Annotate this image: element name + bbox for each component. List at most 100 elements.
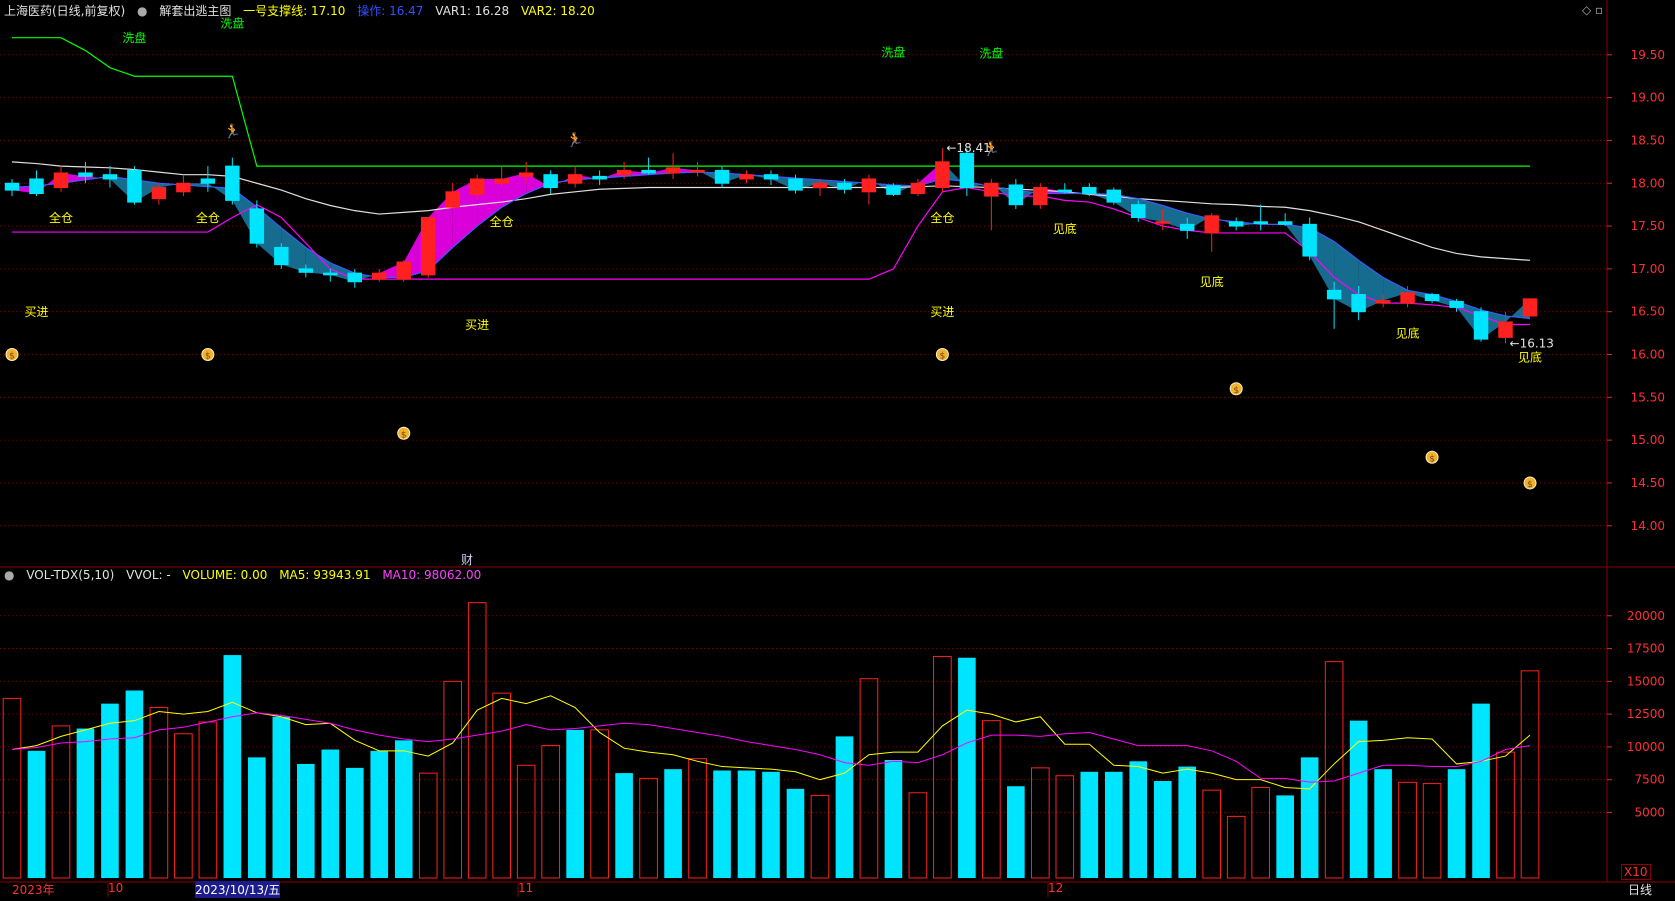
candle-body [984,182,999,197]
money-bag-icon [397,426,411,440]
volume-bar-down [762,771,780,878]
volume-bar-down [223,655,242,878]
volume-bar-up [198,721,218,879]
signal-label: 见底 [1396,325,1420,340]
main-header: 上海医药(日线,前复权) ● 解套出逃主图 一号支撑线: 17.10 操作: 1… [4,2,603,19]
volume-bar-up [1031,767,1050,879]
signal-label: 全仓 [49,210,73,225]
signal-label: 买进 [930,305,954,319]
volume-bar-up [1422,783,1442,879]
volume-bar-up [982,720,1001,879]
signal-label: 全仓 [930,210,954,225]
candle-body [396,261,411,280]
runner-icon: 🏃 [983,140,1000,157]
candle-body [910,182,926,195]
volume-bar-down [615,773,633,878]
candle-body [347,272,363,283]
volume-bar-down [1276,795,1294,878]
volume-bar-down [125,690,144,878]
window-controls[interactable]: ◇ ▫ [1582,3,1604,17]
volume-bar-down [1080,771,1099,878]
signal-label: 买进 [465,318,489,332]
volume-bar-up [541,745,560,879]
volume-bar-up [1496,751,1515,879]
price-tick-label: 17.50 [1631,219,1665,233]
volume-bar-up [639,777,658,879]
candle-body [665,167,681,174]
candle-body [249,208,265,244]
volume-bar-down [786,788,805,878]
volume-bar-up [908,792,928,879]
volume-bar-down [737,770,756,878]
money-bag-glyph: $ [940,352,946,362]
volume-ma10-line [11,712,1531,783]
volume-value: VOLUME: 0.00 [182,568,268,582]
money-bag-glyph: $ [1233,386,1239,396]
candle-body [1008,184,1024,206]
volume-bar-up [590,729,609,879]
volume-bar-down [1374,769,1392,878]
finance-marker[interactable]: 财 [461,553,474,567]
volume-header: ● VOL-TDX(5,10) VVOL: - VOLUME: 0.00 MA5… [4,568,489,582]
candle-body [861,178,877,193]
price-tick-label: 18.50 [1631,133,1665,147]
candle-body [298,268,314,273]
candle-body [323,272,338,276]
volume-bar-down [1472,703,1490,878]
volume-bar-up [149,707,169,879]
candle-body [1253,221,1268,224]
candle-body [1400,292,1415,304]
ma-white-line [11,161,1531,261]
volume-bar-up [51,725,71,879]
vol-name[interactable]: VOL-TDX(5,10) [26,568,115,582]
indicator-name[interactable]: 解套出逃主图 [159,4,232,18]
money-bag-glyph: $ [205,352,211,362]
candle-body [127,169,142,203]
money-bag-icon [5,348,19,361]
support-value: 一号支撑线: 17.10 [243,4,346,18]
dropdown-icon[interactable]: ● [137,4,148,18]
price-extreme-label: ←18.41 [946,141,990,155]
candle-body [1033,187,1048,206]
period-label[interactable]: 日线 [1628,883,1653,897]
candle-body [788,178,803,191]
stock-title[interactable]: 上海医药(日线,前复权) [4,4,126,18]
candle-body [1522,298,1538,317]
runner-icon: 🏃 [224,123,241,140]
money-bag-icon [1229,382,1243,396]
ma10-value: MA10: 98062.00 [382,568,482,582]
ribbon-down [868,178,894,195]
volume-bar-down [884,760,903,878]
price-tick-label: 15.50 [1631,390,1665,404]
signal-label: 洗盘 [220,15,244,30]
vol-dropdown-icon[interactable]: ● [4,568,15,582]
candle-body [763,174,779,180]
price-tick-label: 17.00 [1631,262,1665,276]
volume-bar-down [248,757,266,878]
volume-bar-down [1007,786,1025,878]
zoom-label[interactable]: X10 [1621,864,1651,880]
volume-bar-down [1349,720,1368,878]
money-bag-icon [1425,450,1439,464]
candle-body [1302,223,1317,257]
price-extreme-label: ←16.13 [1510,336,1554,350]
volume-bar-down [566,729,584,878]
vvol-value: VVOL: - [126,568,171,582]
candle-body [4,182,20,191]
candle-body [1326,289,1342,300]
volume-bar-down [664,769,682,878]
price-tick-label: 18.00 [1631,176,1665,190]
trail-magenta-line [12,186,1530,326]
volume-bar-up [492,692,511,879]
volume-bar-down [394,740,413,878]
price-tick-label: 14.00 [1631,519,1665,533]
candle-body [690,169,705,173]
month-11-label: 11 [518,881,534,895]
volume-bar-up [443,680,463,879]
volume-bar-down [345,767,364,878]
price-tick-label: 16.50 [1631,305,1665,319]
candle-body [372,272,387,280]
volume-bar-down [27,750,46,878]
volume-bar-down [296,763,315,878]
